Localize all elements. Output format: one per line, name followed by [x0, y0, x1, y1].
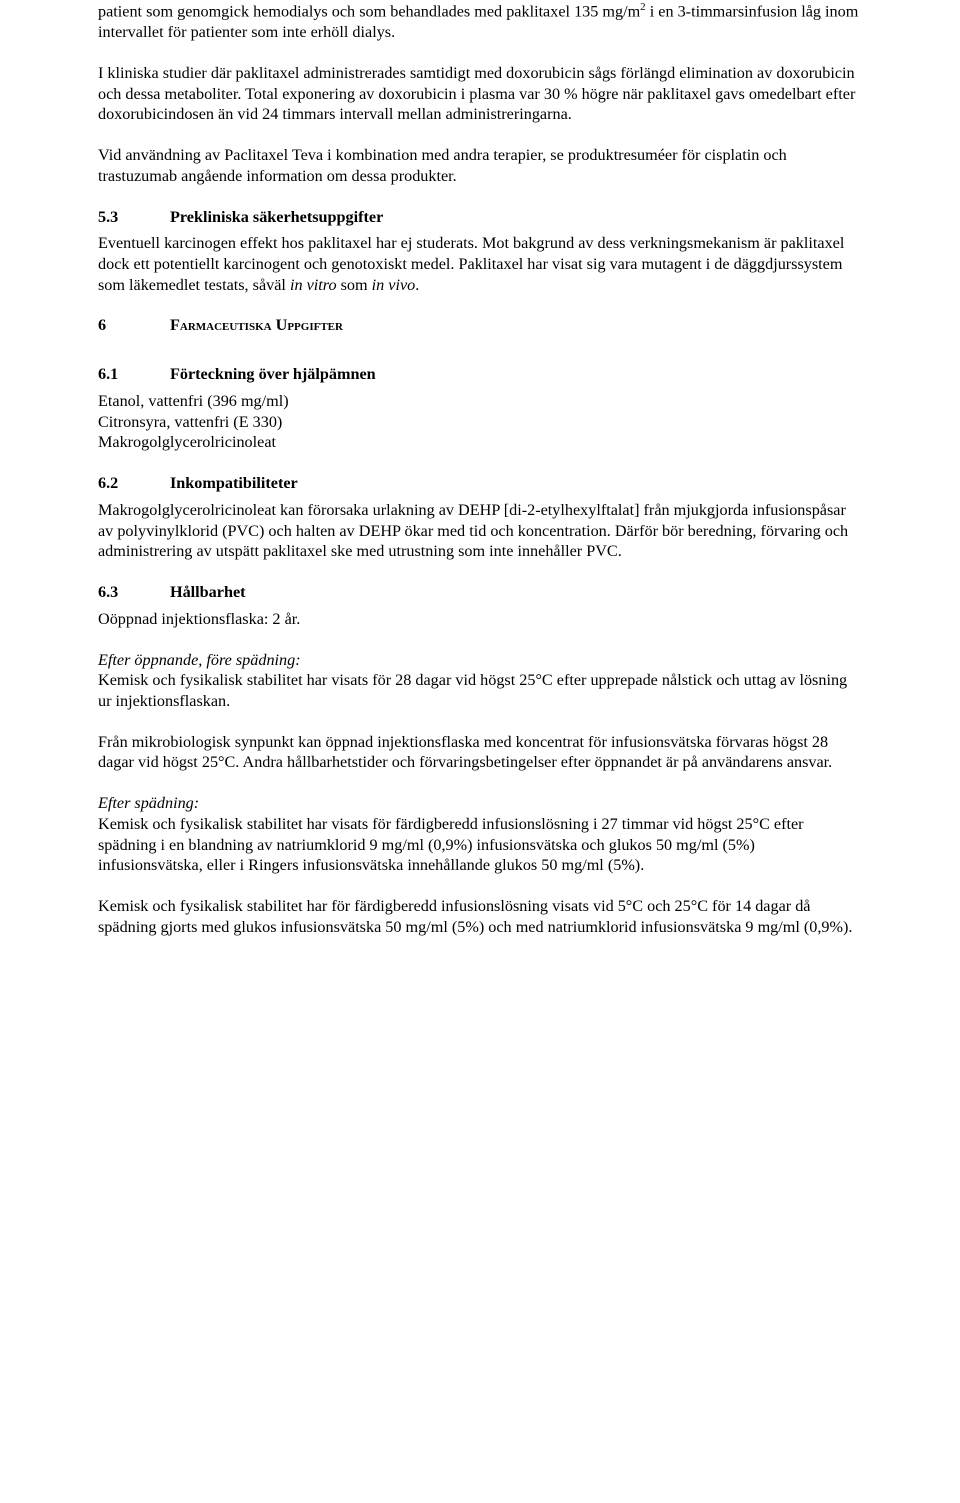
- paragraph-6-2: Makrogolglycerolricinoleat kan förorsaka…: [98, 500, 862, 562]
- paragraph-6-3-unopened: Oöppnad injektionsflaska: 2 år.: [98, 609, 862, 630]
- heading-6-title: Farmaceutiska Uppgifter: [170, 316, 343, 334]
- list-6-1: Etanol, vattenfri (396 mg/ml) Citronsyra…: [98, 391, 862, 453]
- paragraph-6-3-after-opening: Efter öppnande, före spädning: Kemisk oc…: [98, 650, 862, 712]
- paragraph-5-3: Eventuell karcinogen effekt hos paklitax…: [98, 233, 862, 295]
- paragraph-6-3-stability: Kemisk och fysikalisk stabilitet har för…: [98, 896, 862, 937]
- heading-6: 6Farmaceutiska Uppgifter: [98, 315, 862, 336]
- heading-6-2-number: 6.2: [98, 473, 170, 494]
- heading-6-2-title: Inkompatibiliteter: [170, 474, 298, 492]
- paragraph-6-3-after-dilution-body: Kemisk och fysikalisk stabilitet har vis…: [98, 815, 804, 874]
- heading-6-3: 6.3Hållbarhet: [98, 582, 862, 603]
- heading-6-3-number: 6.3: [98, 582, 170, 603]
- paragraph-intro-2: I kliniska studier där paklitaxel admini…: [98, 63, 862, 125]
- heading-6-3-title: Hållbarhet: [170, 583, 246, 601]
- list-6-1-item: Etanol, vattenfri (396 mg/ml): [98, 391, 862, 412]
- subheading-after-opening: Efter öppnande, före spädning:: [98, 651, 301, 669]
- subheading-after-dilution: Efter spädning:: [98, 794, 199, 812]
- paragraph-intro-3: Vid användning av Paclitaxel Teva i komb…: [98, 145, 862, 186]
- heading-6-2: 6.2Inkompatibiliteter: [98, 473, 862, 494]
- heading-5-3-title: Prekliniska säkerhetsuppgifter: [170, 208, 383, 226]
- heading-6-number: 6: [98, 315, 170, 336]
- heading-5-3-number: 5.3: [98, 207, 170, 228]
- list-6-1-item: Citronsyra, vattenfri (E 330): [98, 412, 862, 433]
- document-page: patient som genomgick hemodialys och som…: [0, 0, 960, 1503]
- paragraph-6-3-after-opening-body: Kemisk och fysikalisk stabilitet har vis…: [98, 671, 847, 710]
- spacer: [98, 342, 862, 364]
- list-6-1-item: Makrogolglycerolricinoleat: [98, 432, 862, 453]
- heading-6-1: 6.1Förteckning över hjälpämnen: [98, 364, 862, 385]
- paragraph-intro-1: patient som genomgick hemodialys och som…: [98, 0, 862, 43]
- heading-5-3: 5.3Prekliniska säkerhetsuppgifter: [98, 207, 862, 228]
- paragraph-6-3-microbiological: Från mikrobiologisk synpunkt kan öppnad …: [98, 732, 862, 773]
- heading-6-1-number: 6.1: [98, 364, 170, 385]
- paragraph-6-3-after-dilution: Efter spädning: Kemisk och fysikalisk st…: [98, 793, 862, 876]
- heading-6-1-title: Förteckning över hjälpämnen: [170, 365, 376, 383]
